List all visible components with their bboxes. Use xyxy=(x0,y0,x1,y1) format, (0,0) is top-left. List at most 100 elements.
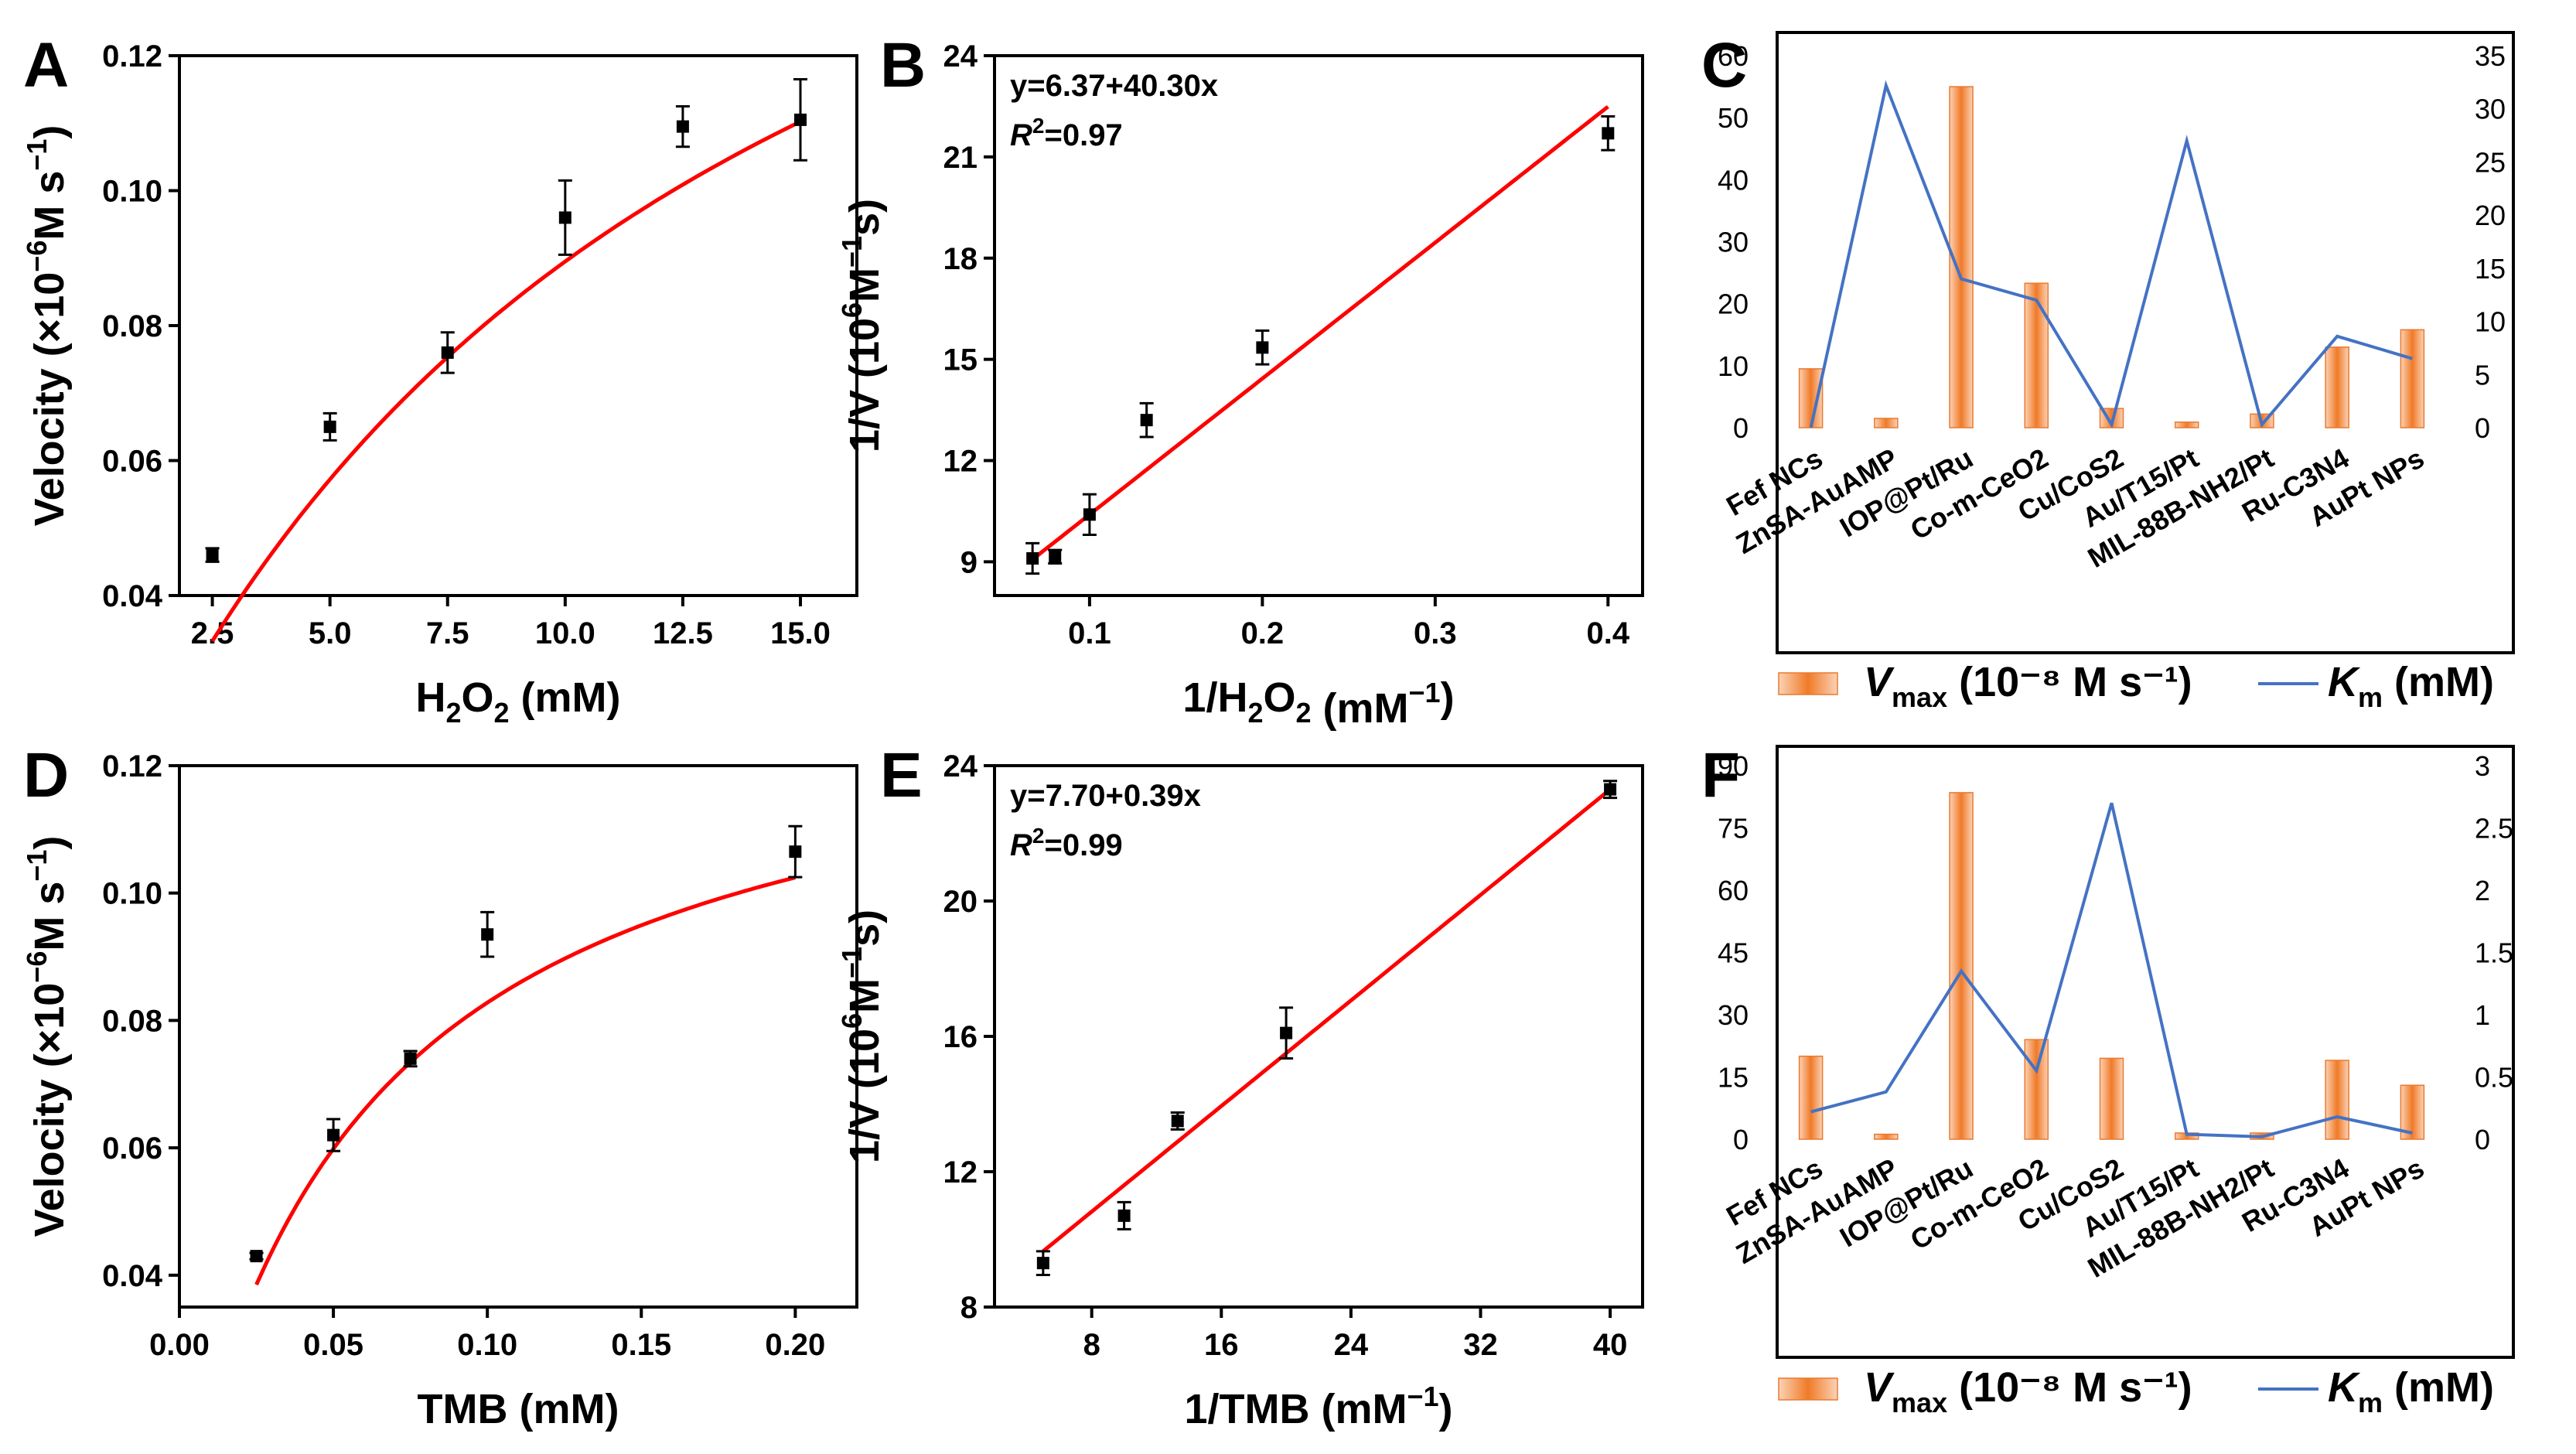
legend-vmax-label: Vmax (10⁻⁸ M s⁻¹) xyxy=(1864,1364,2192,1418)
x-axis-label: 1/TMB (mM−1) xyxy=(1184,1381,1452,1432)
panel-letter: D xyxy=(23,740,69,811)
y-left-tick-label: 10 xyxy=(1718,350,1749,382)
x-tick-label: 7.5 xyxy=(426,616,469,650)
marker-square xyxy=(404,1052,417,1065)
y-left-tick-label: 15 xyxy=(1718,1062,1749,1094)
data-point xyxy=(1025,541,1040,575)
panel-letter: F xyxy=(1701,740,1740,811)
y-tick-label: 0.10 xyxy=(102,877,162,911)
data-point xyxy=(1255,329,1270,366)
vmax-bar xyxy=(2024,282,2049,428)
fit-line xyxy=(210,119,802,643)
vmax-bar xyxy=(2325,346,2349,428)
data-point xyxy=(558,179,572,256)
data-point xyxy=(1048,548,1063,565)
y-left-tick-label: 40 xyxy=(1718,164,1749,196)
y-tick-label: 8 xyxy=(960,1291,978,1325)
x-tick-label: 0.10 xyxy=(457,1328,517,1362)
data-point xyxy=(1082,493,1097,536)
legend-km-label: Km (mM) xyxy=(2328,1364,2494,1418)
legend-vmax-swatch xyxy=(1778,1377,1838,1401)
vmax-bar xyxy=(2400,329,2425,428)
km-line xyxy=(1810,802,2413,1138)
data-point xyxy=(403,1050,418,1068)
y-tick-label: 0.04 xyxy=(102,579,163,613)
panel-letter: E xyxy=(880,740,923,811)
marker-square xyxy=(327,1128,340,1142)
marker-square xyxy=(1171,1114,1184,1128)
marker-square xyxy=(1036,1257,1049,1270)
x-tick-label: 24 xyxy=(1334,1328,1369,1362)
y-tick-label: 24 xyxy=(943,749,978,783)
x-tick-label: 0.00 xyxy=(149,1328,210,1362)
y-tick-label: 0.12 xyxy=(102,749,162,783)
y-axis-label: Velocity (×10−6M s−1) xyxy=(21,125,73,527)
marker-square xyxy=(794,113,807,126)
plot-frame xyxy=(178,764,858,1309)
y-left-tick-label: 20 xyxy=(1718,288,1749,320)
y-tick-label: 0.06 xyxy=(102,445,162,479)
y-right-tick-label: 5 xyxy=(2475,359,2490,391)
y-tick-label: 0.08 xyxy=(102,309,162,343)
marker-square xyxy=(206,548,219,561)
y-right-tick-label: 30 xyxy=(2475,94,2506,125)
y-tick-label: 16 xyxy=(943,1020,978,1054)
x-tick-label: 0.2 xyxy=(1241,616,1285,650)
y-left-tick-label: 60 xyxy=(1718,875,1749,906)
y-tick-label: 20 xyxy=(943,885,978,919)
y-tick-label: 15 xyxy=(943,343,978,377)
y-tick-label: 21 xyxy=(943,141,978,175)
panel-letter: A xyxy=(23,30,69,101)
marker-square xyxy=(1026,552,1039,565)
y-left-tick-label: 45 xyxy=(1718,937,1749,969)
y-right-tick-label: 25 xyxy=(2475,146,2506,178)
data-point xyxy=(788,824,803,879)
fit-line xyxy=(1042,787,1612,1253)
marker-square xyxy=(481,928,494,941)
fit-equation: y=6.37+40.30x xyxy=(1010,69,1218,103)
data-point xyxy=(326,1118,341,1152)
marker-square xyxy=(1117,1209,1131,1222)
y-right-tick-label: 10 xyxy=(2475,306,2506,338)
y-right-tick-label: 35 xyxy=(2475,40,2506,72)
x-tick-label: 15.0 xyxy=(770,616,831,650)
x-tick-label: 0.20 xyxy=(765,1328,825,1362)
x-tick-label: 10.0 xyxy=(535,616,595,650)
data-point xyxy=(480,910,495,958)
panel-frame xyxy=(1776,745,2515,1359)
y-tick-label: 0.08 xyxy=(102,1004,162,1038)
x-axis-label: 1/H2O2 (mM−1) xyxy=(1182,674,1454,732)
panel-E: E 8 16 24 32 40 8 12 16 20 24 1/TMB (mM−1) 1/V (106M… xyxy=(836,740,1644,1432)
marker-square xyxy=(250,1250,263,1263)
plot-frame xyxy=(993,54,1644,597)
x-axis-label: TMB (mM) xyxy=(418,1386,619,1432)
x-tick-label: 0.15 xyxy=(611,1328,671,1362)
x-axis-label: H2O2 (mM) xyxy=(415,674,620,729)
r-squared: R2=0.99 xyxy=(1010,824,1123,862)
marker-square xyxy=(323,420,336,433)
y-tick-label: 9 xyxy=(960,545,978,579)
y-right-tick-label: 0 xyxy=(2475,412,2490,444)
x-tick-label: 16 xyxy=(1204,1328,1239,1362)
y-left-tick-label: 75 xyxy=(1718,813,1749,845)
y-tick-label: 0.10 xyxy=(102,175,162,209)
x-tick-label: 12.5 xyxy=(653,616,713,650)
data-point xyxy=(675,104,690,148)
y-right-tick-label: 20 xyxy=(2475,200,2506,231)
vmax-bar xyxy=(1874,1133,1899,1140)
marker-square xyxy=(1602,127,1615,140)
y-left-tick-label: 30 xyxy=(1718,227,1749,258)
panel-letter: C xyxy=(1701,30,1747,101)
vmax-bar xyxy=(1798,1055,1824,1140)
vmax-bar xyxy=(1874,418,1899,428)
y-tick-label: 0.06 xyxy=(102,1131,162,1166)
data-point xyxy=(1279,1006,1294,1060)
vmax-bar xyxy=(1949,792,1974,1140)
marker-square xyxy=(1280,1026,1293,1039)
data-point xyxy=(322,411,337,442)
vmax-bar xyxy=(2325,1060,2349,1140)
marker-square xyxy=(1256,341,1269,354)
marker-square xyxy=(1049,550,1062,563)
y-tick-label: 0.12 xyxy=(102,39,162,73)
